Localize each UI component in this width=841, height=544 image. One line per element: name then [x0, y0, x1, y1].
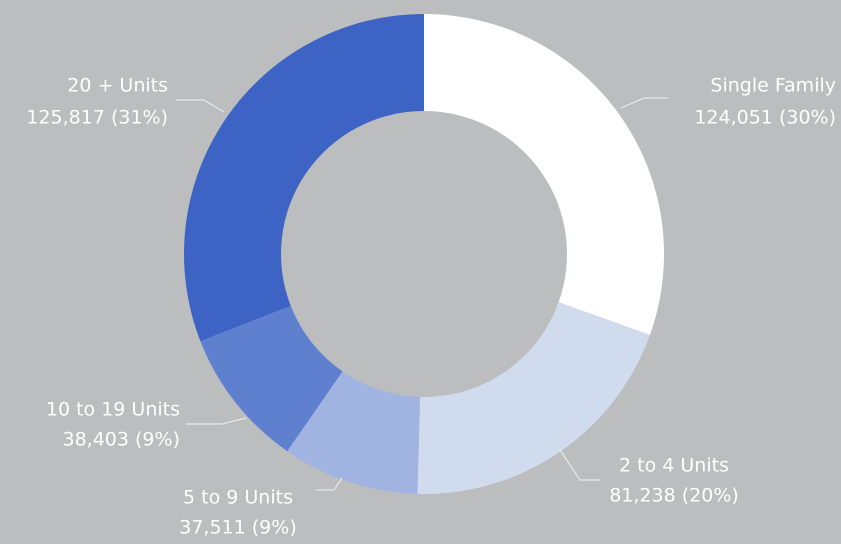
slice-value-label: 37,511 (9%) — [179, 517, 297, 539]
leader-line — [620, 97, 668, 109]
slice-label: 2 to 4 Units — [619, 455, 729, 477]
slice-value-label: 81,238 (20%) — [609, 485, 739, 507]
donut-slice — [183, 14, 424, 342]
slice-value-label: 124,051 (30%) — [694, 107, 836, 129]
leader-line — [176, 99, 225, 113]
slice-label: Single Family — [710, 75, 836, 97]
donut-slice — [287, 371, 421, 494]
slice-value-label: 125,817 (31%) — [26, 107, 168, 129]
donut-slice — [424, 14, 665, 335]
donut-slice — [417, 302, 650, 494]
leader-line — [559, 449, 600, 481]
slice-label: 5 to 9 Units — [183, 487, 293, 509]
slice-label: 20 + Units — [67, 75, 168, 97]
slice-value-label: 38,403 (9%) — [63, 429, 181, 451]
slice-label: 10 to 19 Units — [46, 399, 180, 421]
leader-line — [316, 477, 343, 491]
donut-slice — [200, 305, 343, 452]
leader-line — [186, 417, 247, 425]
